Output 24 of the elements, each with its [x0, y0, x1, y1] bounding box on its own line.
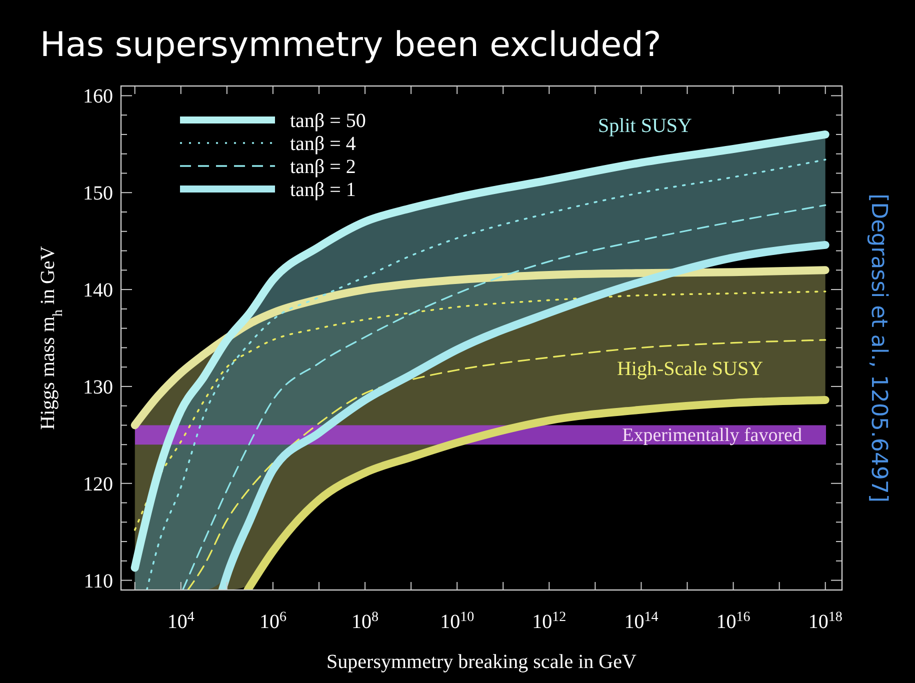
legend-label: tanβ = 4	[290, 133, 356, 155]
legend-label: tanβ = 1	[290, 179, 356, 201]
x-tick-label: 10$^{12}$	[532, 610, 566, 633]
annotation: Split SUSY	[598, 115, 692, 137]
x-tick-label: 10$^{14}$	[624, 610, 658, 633]
y-tick-label: 130	[83, 376, 113, 398]
legend-label: tanβ = 50	[290, 110, 366, 132]
x-axis-title: Supersymmetry breaking scale in GeV	[326, 651, 638, 673]
y-tick-label: 140	[83, 280, 113, 302]
band-label: Experimentally favored	[622, 424, 802, 446]
x-tick-label: 10$^{6}$	[259, 610, 286, 633]
y-tick-label: 120	[83, 473, 113, 496]
y-tick-label: 150	[83, 182, 113, 205]
x-tick-label: 10$^{4}$	[167, 610, 194, 633]
x-tick-label: 10$^{16}$	[716, 610, 750, 633]
legend-label: tanβ = 2	[290, 156, 356, 178]
x-tick-label: 10$^{18}$	[808, 610, 842, 633]
chart-title: Has supersymmetry been excluded?	[40, 25, 662, 65]
text: [Degrassi et al., 1205.6497]	[866, 194, 891, 502]
y-tick-label: 160	[83, 86, 113, 108]
x-tick-label: 10$^{8}$	[352, 610, 379, 633]
y-tick-label: 110	[84, 570, 113, 592]
x-tick-label: 10$^{10}$	[440, 610, 474, 633]
annotation: High-Scale SUSY	[616, 358, 764, 380]
